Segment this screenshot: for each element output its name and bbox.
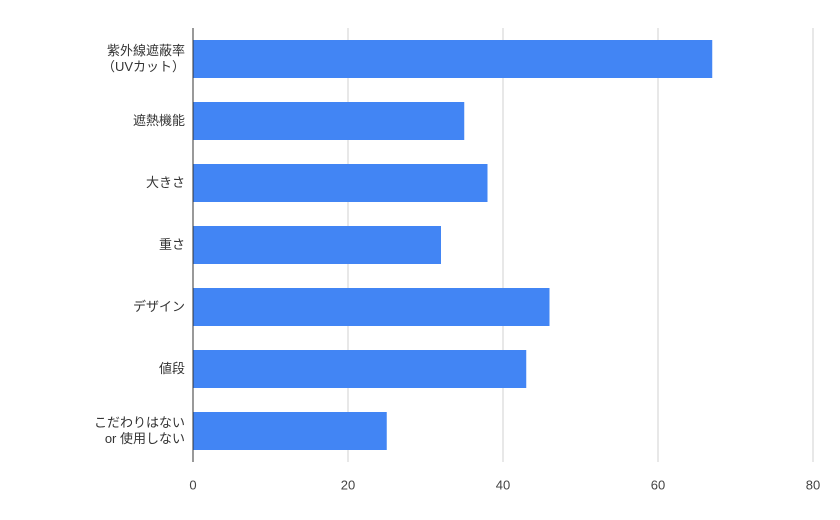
y-tick-label: 値段 [158,361,185,376]
y-tick-label: 遮熱機能 [132,113,185,128]
bar [193,412,387,450]
y-tick-label: 紫外線遮蔽率 （UVカット） [101,43,185,74]
x-tick-label: 80 [806,477,820,492]
bar [193,164,488,202]
x-tick-label: 20 [341,477,355,492]
bar [193,102,465,140]
bar [193,226,441,264]
bar [193,40,713,78]
x-tick-label: 0 [189,477,196,492]
y-tick-label: こだわりはない or 使用しない [93,415,185,446]
y-tick-label: 大きさ [145,175,185,190]
bar [193,288,550,326]
y-tick-label: デザイン [132,299,185,314]
x-tick-label: 60 [651,477,665,492]
bar [193,350,527,388]
y-tick-label: 重さ [158,237,185,252]
x-tick-label: 40 [496,477,510,492]
